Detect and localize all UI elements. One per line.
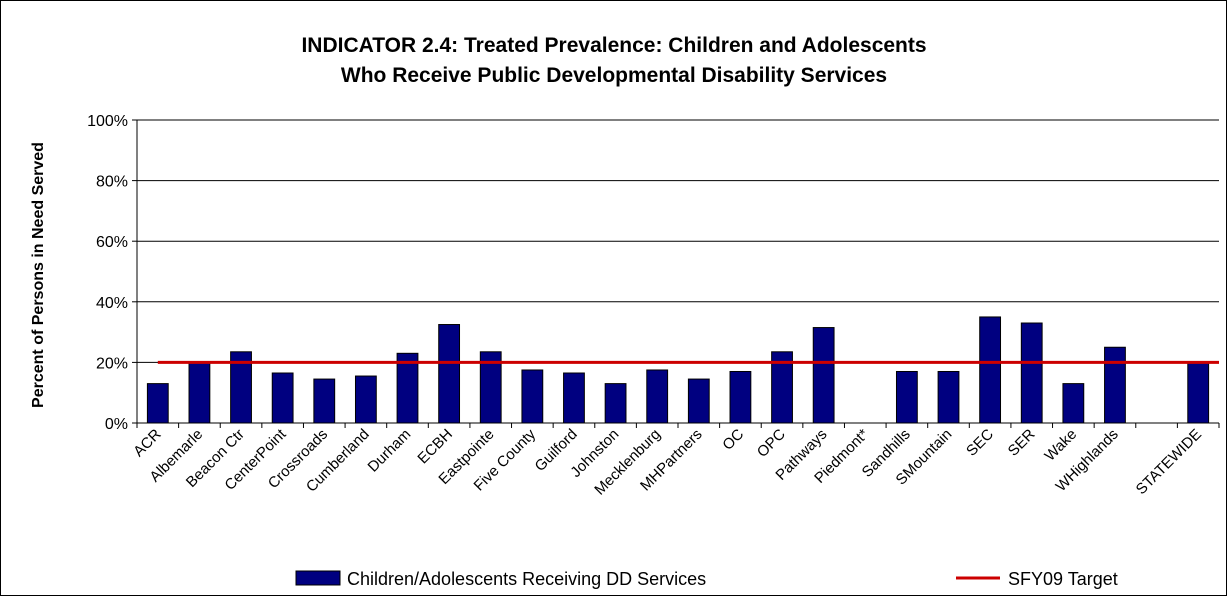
bar [895,370,918,424]
bar [687,378,710,424]
bar [438,324,461,424]
bar [979,316,1002,424]
x-tick-label: SEC [963,426,997,460]
legend-bar-label: Children/Adolescents Receiving DD Servic… [347,569,706,589]
y-tick-label: 100% [87,113,128,130]
x-tick-label: OC [719,426,747,454]
y-tick-label: 60% [96,234,128,251]
bar [646,369,669,424]
bar [521,369,544,424]
chart-title: INDICATOR 2.4: Treated Prevalence: Child… [301,34,926,57]
bar [604,383,627,424]
legend-bar-swatch [295,570,341,586]
x-tick-label: ACR [130,426,165,461]
bar [1104,346,1126,424]
bar [188,361,211,424]
y-tick-label: 0% [105,416,128,433]
bar [937,370,960,424]
legend: Children/Adolescents Receiving DD Servic… [295,569,1118,589]
bar [354,375,377,424]
y-tick-label: 20% [96,355,128,372]
x-tick-label: Durham [365,426,415,476]
legend-target-label: SFY09 Target [1008,569,1118,589]
y-tick-label: 80% [96,174,128,191]
bar [729,370,752,424]
x-tick-label: STATEWIDE [1133,426,1205,498]
bar [812,327,835,424]
y-tick-label: 40% [96,295,128,312]
grid [132,119,1219,424]
bar [146,383,169,424]
x-tick-label: SER [1005,426,1039,460]
bar [1062,383,1085,424]
bar [563,372,585,424]
y-tick-labels: 0% 20% 40% 60% 80% 100% [87,113,128,433]
bar [313,378,336,424]
bar [1020,322,1043,424]
x-tick-label: OPC [754,426,789,461]
bar [1187,361,1210,424]
axes [136,120,1220,428]
x-tick-label: Wake [1041,426,1080,465]
bars [146,316,1210,424]
y-axis-label: Percent of Persons in Need Served [30,142,47,408]
chart-subtitle: Who Receive Public Developmental Disabil… [341,64,887,87]
bar [271,372,294,424]
